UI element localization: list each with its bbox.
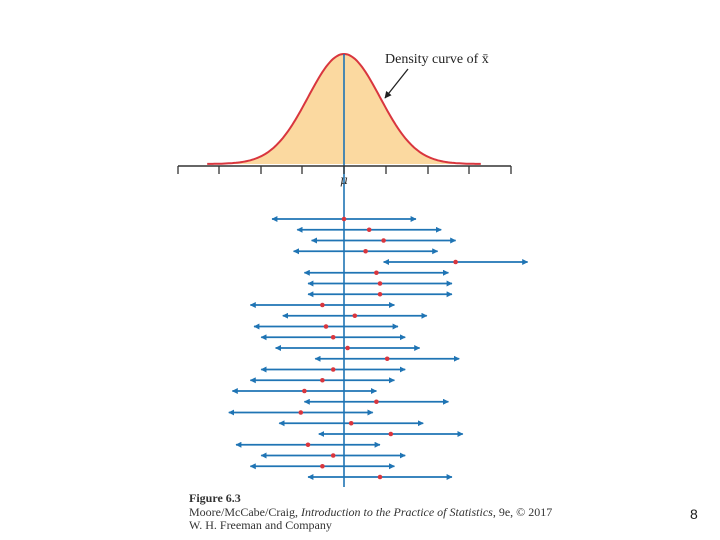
sample-mean-point [305,442,311,448]
sample-mean-point [388,431,394,437]
caption-source-line: Moore/McCabe/Craig, Introduction to the … [189,504,553,519]
sample-mean-point [377,474,383,480]
figure-caption: Figure 6.3 Moore/McCabe/Craig, Introduct… [189,491,553,533]
sample-mean-point [302,388,307,394]
sample-mean-point [323,324,329,329]
sample-mean-point [345,345,350,351]
figure-number: Figure 6.3 [189,491,241,505]
sample-mean-point [374,270,379,276]
sample-mean-point [377,291,383,297]
sample-mean-point [330,334,336,340]
sample-mean-point [384,356,390,362]
sample-mean-point [374,399,379,405]
axis-ticks [177,166,512,174]
mu-label: μ [340,173,348,187]
sample-mean-point [298,410,304,415]
sample-mean-point [330,367,336,372]
sample-mean-point [348,420,354,426]
density-label-arrow [384,68,409,99]
sample-mean-point [320,302,325,308]
sample-mean-point [377,281,383,286]
sample-mean-point [352,313,358,319]
sample-mean-point [453,259,458,265]
book-title: Introduction to the Practice of Statisti… [300,504,493,519]
caption-publisher-line: W. H. Freeman and Company [189,518,332,532]
sample-mean-point [366,227,372,233]
sample-mean-point [363,248,368,254]
density-curve-label: Density curve of x̄ [385,52,489,67]
sample-mean-point [330,453,336,458]
confidence-intervals [228,216,529,480]
sample-mean-point [320,463,325,469]
sample-mean-point [320,377,325,383]
sample-mean-point [381,238,386,243]
slide-number: 8 [690,506,698,522]
sample-mean-point [341,216,347,222]
